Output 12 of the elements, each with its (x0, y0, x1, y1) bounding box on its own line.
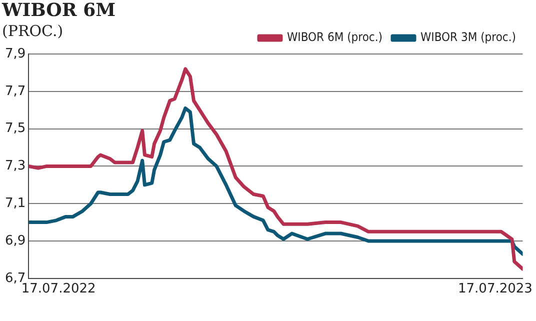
chart-subtitle: (PROC.) (2, 22, 64, 40)
y-tick-label: 7,7 (4, 84, 26, 99)
y-tick-label: 7,9 (4, 46, 26, 62)
x-tick-label: 17.07.2023 (458, 282, 532, 297)
y-tick-label: 7,3 (4, 158, 26, 174)
x-tick-label: 17.07.2022 (21, 282, 96, 297)
y-tick-label: 7,1 (4, 196, 26, 211)
legend-label: WIBOR 3M (proc.) (420, 30, 516, 44)
legend-label: WIBOR 6M (proc.) (286, 30, 382, 44)
chart-title: WIBOR 6M (2, 0, 116, 21)
y-tick-label: 6,9 (4, 233, 26, 248)
y-tick-label: 7,5 (4, 121, 26, 136)
